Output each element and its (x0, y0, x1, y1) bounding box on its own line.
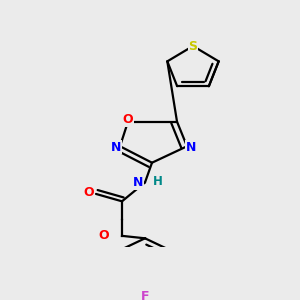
Text: O: O (123, 113, 133, 127)
Text: H: H (153, 175, 163, 188)
Text: F: F (141, 290, 149, 300)
Text: N: N (111, 141, 121, 154)
Text: O: O (99, 229, 109, 242)
Text: S: S (188, 40, 197, 52)
Text: N: N (133, 176, 143, 189)
Text: O: O (84, 186, 94, 199)
Text: N: N (186, 141, 196, 154)
